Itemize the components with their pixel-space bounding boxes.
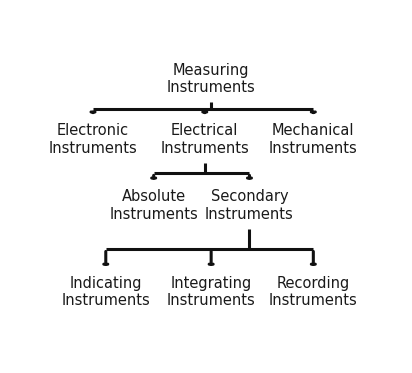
- Text: Absolute
Instruments: Absolute Instruments: [109, 189, 198, 222]
- Text: Secondary
Instruments: Secondary Instruments: [205, 189, 294, 222]
- Text: Measuring
Instruments: Measuring Instruments: [167, 63, 255, 95]
- Text: Recording
Instruments: Recording Instruments: [269, 276, 358, 308]
- Text: Integrating
Instruments: Integrating Instruments: [167, 276, 255, 308]
- Text: Mechanical
Instruments: Mechanical Instruments: [269, 123, 358, 156]
- Text: Electronic
Instruments: Electronic Instruments: [49, 123, 137, 156]
- Text: Indicating
Instruments: Indicating Instruments: [61, 276, 150, 308]
- Text: Electrical
Instruments: Electrical Instruments: [160, 123, 249, 156]
